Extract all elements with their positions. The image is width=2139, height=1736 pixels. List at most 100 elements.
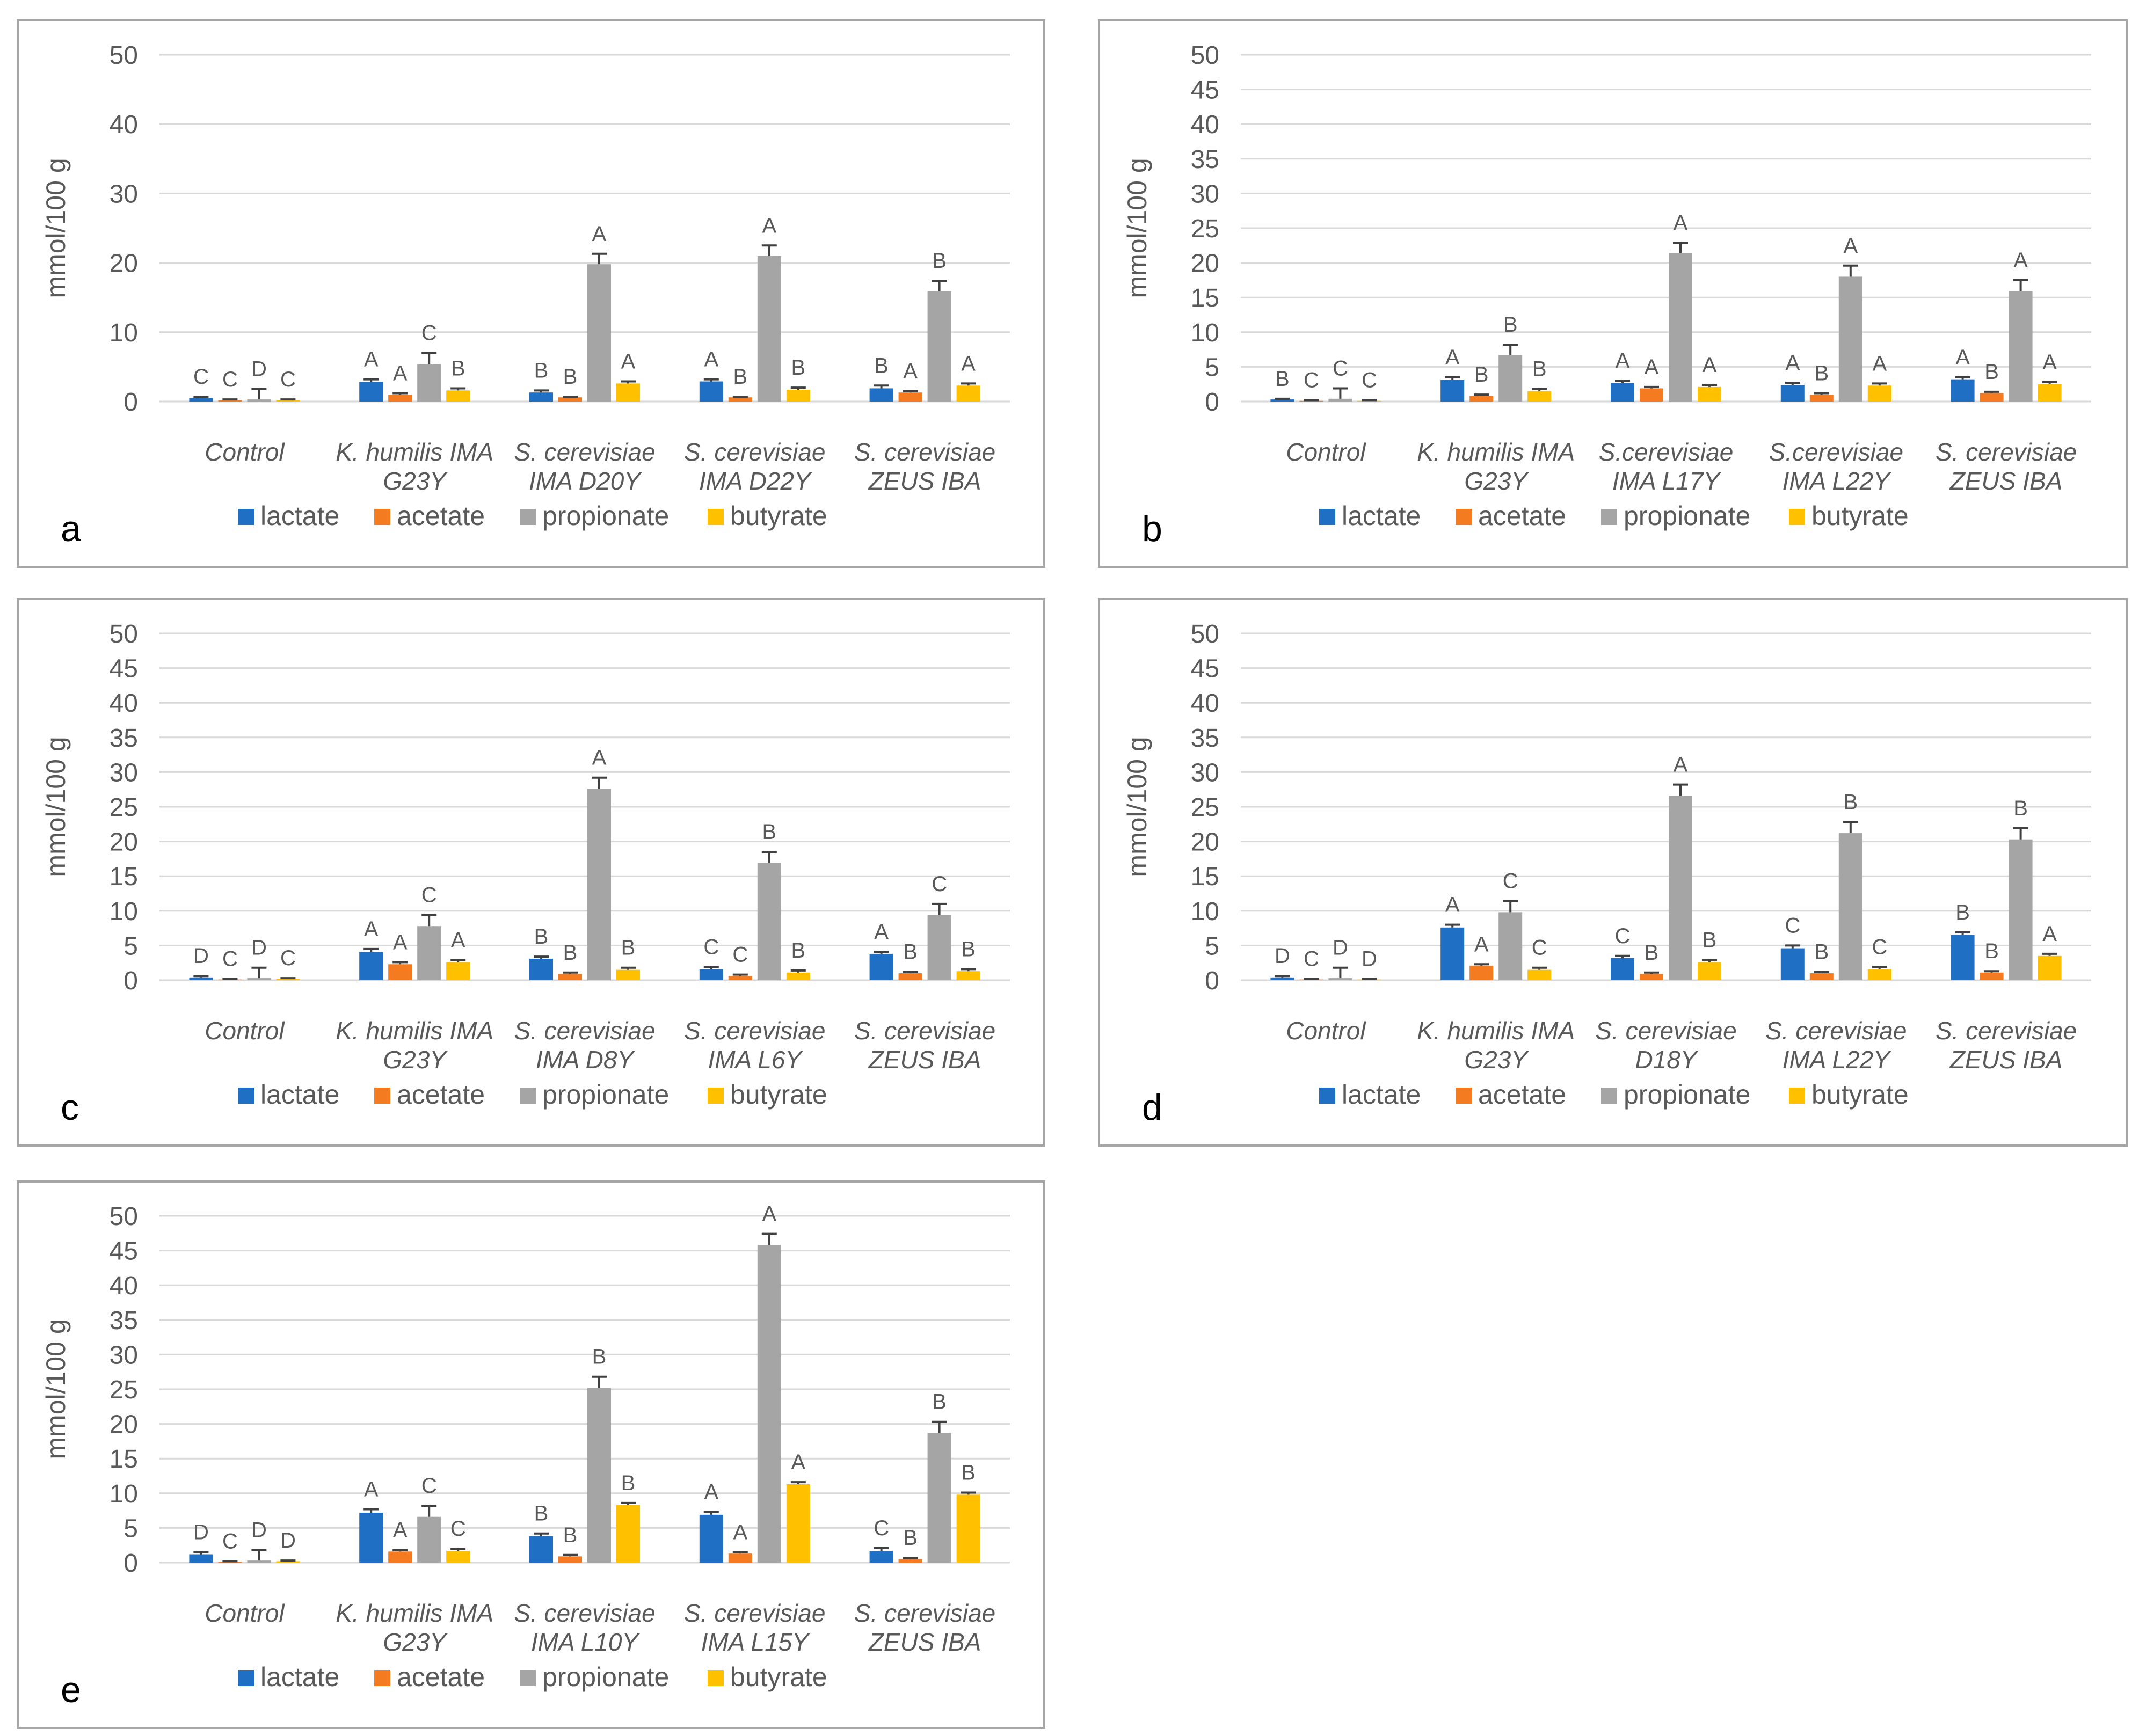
bar-acetate xyxy=(1469,396,1494,402)
significance-letter: A xyxy=(393,930,408,954)
bar-propionate xyxy=(757,1245,781,1563)
bar-propionate xyxy=(927,291,951,402)
y-tick-label: 35 xyxy=(110,1307,138,1335)
bar-butyrate xyxy=(276,400,300,402)
legend-label-propionate: propionate xyxy=(542,1662,669,1692)
significance-letter: C xyxy=(421,322,437,345)
bar-butyrate xyxy=(276,1561,300,1563)
significance-letter: A xyxy=(2042,922,2057,946)
significance-letter: B xyxy=(874,354,889,377)
legend-label-acetate: acetate xyxy=(1478,1079,1566,1110)
bar-butyrate xyxy=(786,390,810,402)
y-tick-label: 0 xyxy=(1205,388,1219,417)
significance-letter: A xyxy=(1474,932,1489,956)
y-tick-label: 5 xyxy=(123,932,138,960)
x-tick-label: ZEUS IBA xyxy=(868,1046,981,1074)
bar-butyrate xyxy=(1867,385,1891,402)
legend-label-lactate: lactate xyxy=(260,501,339,531)
x-tick-label: IMA D20Y xyxy=(529,467,642,495)
y-tick-label: 15 xyxy=(110,863,138,891)
y-tick-label: 5 xyxy=(123,1514,138,1543)
x-tick-label: Control xyxy=(205,1017,285,1045)
x-tick-label: Control xyxy=(205,1599,285,1627)
bar-propionate xyxy=(1838,276,1862,402)
y-tick-label: 50 xyxy=(1191,620,1219,648)
legend-label-propionate: propionate xyxy=(542,501,669,531)
significance-letter: C xyxy=(1532,936,1547,960)
panel-frame xyxy=(17,1180,1045,1729)
bar-propionate xyxy=(757,256,781,402)
bar-acetate xyxy=(558,1556,582,1563)
y-tick-label: 20 xyxy=(1191,828,1219,857)
significance-letter: A xyxy=(961,352,976,375)
bar-acetate xyxy=(1980,393,2004,402)
y-tick-label: 30 xyxy=(1191,180,1219,208)
significance-letter: B xyxy=(1645,941,1659,965)
bar-propionate xyxy=(417,1516,441,1563)
legend-label-butyrate: butyrate xyxy=(1811,501,1909,531)
significance-letter: B xyxy=(1955,901,1970,924)
bar-lactate xyxy=(1951,379,1975,402)
significance-letter: A xyxy=(364,348,379,371)
x-tick-label: S. cerevisiae xyxy=(1936,438,2077,466)
y-tick-label: 0 xyxy=(123,967,138,995)
significance-letter: A xyxy=(1955,346,1970,369)
y-tick-label: 30 xyxy=(110,180,138,208)
y-tick-label: 50 xyxy=(110,1202,138,1231)
legend-swatch-lactate xyxy=(238,1088,254,1104)
x-tick-label: S.cerevisiae xyxy=(1599,438,1734,466)
bar-propionate xyxy=(247,1560,271,1563)
significance-letter: C xyxy=(280,946,296,970)
significance-letter: C xyxy=(222,1529,238,1553)
significance-letter: B xyxy=(1532,358,1547,381)
significance-letter: C xyxy=(1503,870,1518,893)
bar-acetate xyxy=(898,392,922,402)
x-tick-label: IMA L15Y xyxy=(701,1628,811,1656)
significance-letter: B xyxy=(1275,367,1290,391)
y-tick-label: 20 xyxy=(110,828,138,857)
significance-letter: B xyxy=(1703,929,1717,952)
significance-letter: B xyxy=(903,940,918,964)
significance-letter: B xyxy=(932,249,947,273)
bar-lactate xyxy=(359,1512,383,1563)
significance-letter: C xyxy=(1304,947,1319,971)
x-tick-label: K. humilis IMA xyxy=(1417,1017,1575,1045)
significance-letter: B xyxy=(791,939,805,962)
significance-letter: C xyxy=(703,935,719,959)
significance-letter: C xyxy=(193,365,209,389)
bar-acetate xyxy=(388,1551,412,1563)
significance-letter: D xyxy=(1362,947,1377,971)
significance-letter: A xyxy=(393,361,408,385)
bar-lactate xyxy=(1951,935,1975,980)
significance-letter: A xyxy=(704,348,718,371)
bar-butyrate xyxy=(1527,391,1552,402)
bar-acetate xyxy=(728,1553,752,1563)
bar-butyrate xyxy=(956,971,980,980)
x-tick-label: S. cerevisiae xyxy=(514,1599,655,1627)
bar-propionate xyxy=(587,1388,611,1563)
bar-acetate xyxy=(558,397,582,402)
y-axis-label: mmol/100 g xyxy=(41,1319,71,1459)
significance-letter: D xyxy=(1333,936,1348,960)
significance-letter: A xyxy=(2042,351,2057,374)
significance-letter: A xyxy=(592,746,607,770)
significance-letter: D xyxy=(193,944,209,968)
bar-butyrate xyxy=(276,979,300,980)
y-tick-label: 30 xyxy=(110,758,138,787)
y-tick-label: 40 xyxy=(110,689,138,718)
significance-letter: A xyxy=(364,917,379,941)
significance-letter: B xyxy=(791,356,805,380)
y-tick-label: 5 xyxy=(1205,932,1219,960)
significance-letter: D xyxy=(251,1519,267,1542)
x-tick-label: K. humilis IMA xyxy=(336,438,493,466)
x-tick-label: S. cerevisiae xyxy=(854,1017,995,1045)
legend-swatch-lactate xyxy=(1319,509,1335,525)
bar-propionate xyxy=(1328,398,1352,402)
bar-propionate xyxy=(927,915,951,980)
significance-letter: B xyxy=(534,925,549,949)
panel-label: d xyxy=(1142,1087,1162,1128)
significance-letter: C xyxy=(732,943,748,967)
panel-label: b xyxy=(1142,508,1162,549)
x-tick-label: ZEUS IBA xyxy=(868,1628,981,1656)
